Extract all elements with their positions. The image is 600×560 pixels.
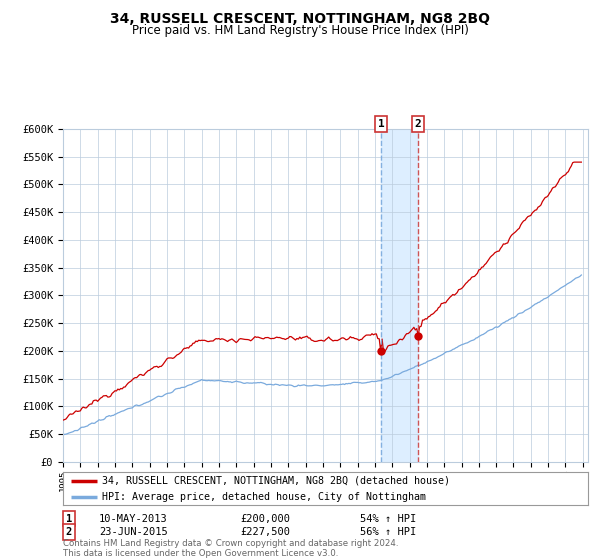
Text: 2: 2 xyxy=(66,527,72,537)
Text: 56% ↑ HPI: 56% ↑ HPI xyxy=(360,527,416,537)
Text: 1: 1 xyxy=(378,119,385,129)
Text: 34, RUSSELL CRESCENT, NOTTINGHAM, NG8 2BQ: 34, RUSSELL CRESCENT, NOTTINGHAM, NG8 2B… xyxy=(110,12,490,26)
Text: 10-MAY-2013: 10-MAY-2013 xyxy=(99,514,168,524)
Text: 23-JUN-2015: 23-JUN-2015 xyxy=(99,527,168,537)
Text: £200,000: £200,000 xyxy=(240,514,290,524)
Text: £227,500: £227,500 xyxy=(240,527,290,537)
Text: 34, RUSSELL CRESCENT, NOTTINGHAM, NG8 2BQ (detached house): 34, RUSSELL CRESCENT, NOTTINGHAM, NG8 2B… xyxy=(103,475,451,486)
Text: Contains HM Land Registry data © Crown copyright and database right 2024.
This d: Contains HM Land Registry data © Crown c… xyxy=(63,539,398,558)
Text: 2: 2 xyxy=(415,119,421,129)
Bar xyxy=(381,129,418,462)
Text: HPI: Average price, detached house, City of Nottingham: HPI: Average price, detached house, City… xyxy=(103,492,427,502)
Text: 1: 1 xyxy=(66,514,72,524)
Text: 54% ↑ HPI: 54% ↑ HPI xyxy=(360,514,416,524)
Text: Price paid vs. HM Land Registry's House Price Index (HPI): Price paid vs. HM Land Registry's House … xyxy=(131,24,469,37)
